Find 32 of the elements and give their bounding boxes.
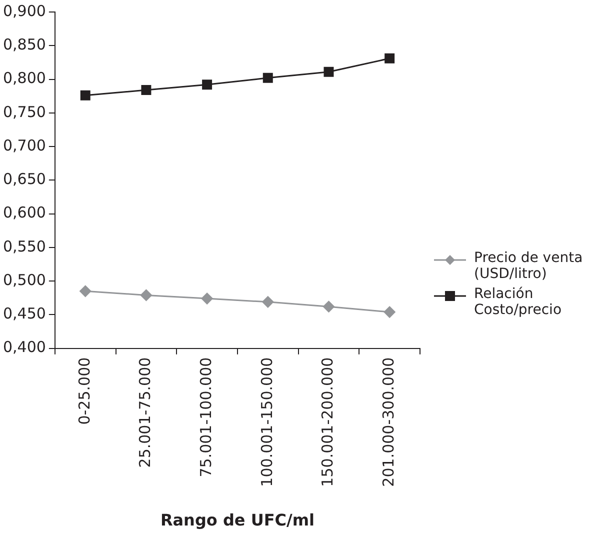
y-tick-label: 0,700 [2,136,46,154]
point [80,285,92,297]
x-tick-label: 201.000-300.000 [379,357,398,487]
y-tick-label: 0,400 [2,338,46,356]
y-tick-label: 0,500 [2,270,46,289]
point [80,90,90,100]
point [384,53,395,64]
y-tick-label: 0,900 [2,2,46,20]
x-tick-label: 100.001-150.000 [258,357,276,487]
point [262,72,273,83]
x-axis-title: Rango de UFC/ml [160,510,314,530]
point [201,292,213,304]
y-tick-label: 0,450 [2,304,46,323]
point [140,289,152,301]
y-tick-label: 0,800 [2,69,46,88]
point [141,85,152,96]
legend-label: Precio de venta (USD/litro) [474,250,584,282]
point [322,300,334,312]
y-tick-label: 0,650 [2,170,46,188]
y-tick-label: 0,750 [2,102,46,121]
x-tick-label: 25.001-75.000 [136,357,154,468]
point [384,306,396,318]
x-tick-label: 75.001-100.000 [196,357,215,478]
point [324,66,334,77]
x-tick-label: 0-25.000 [75,357,94,425]
point [202,80,212,90]
y-tick-label: 0,850 [2,36,46,54]
point [262,296,274,308]
x-tick-label: 150.001-200.000 [318,357,337,487]
y-tick-label: 0,550 [2,237,46,256]
y-tick-label: 0,600 [2,204,46,222]
legend-label: Relación Costo/precio [474,286,563,318]
